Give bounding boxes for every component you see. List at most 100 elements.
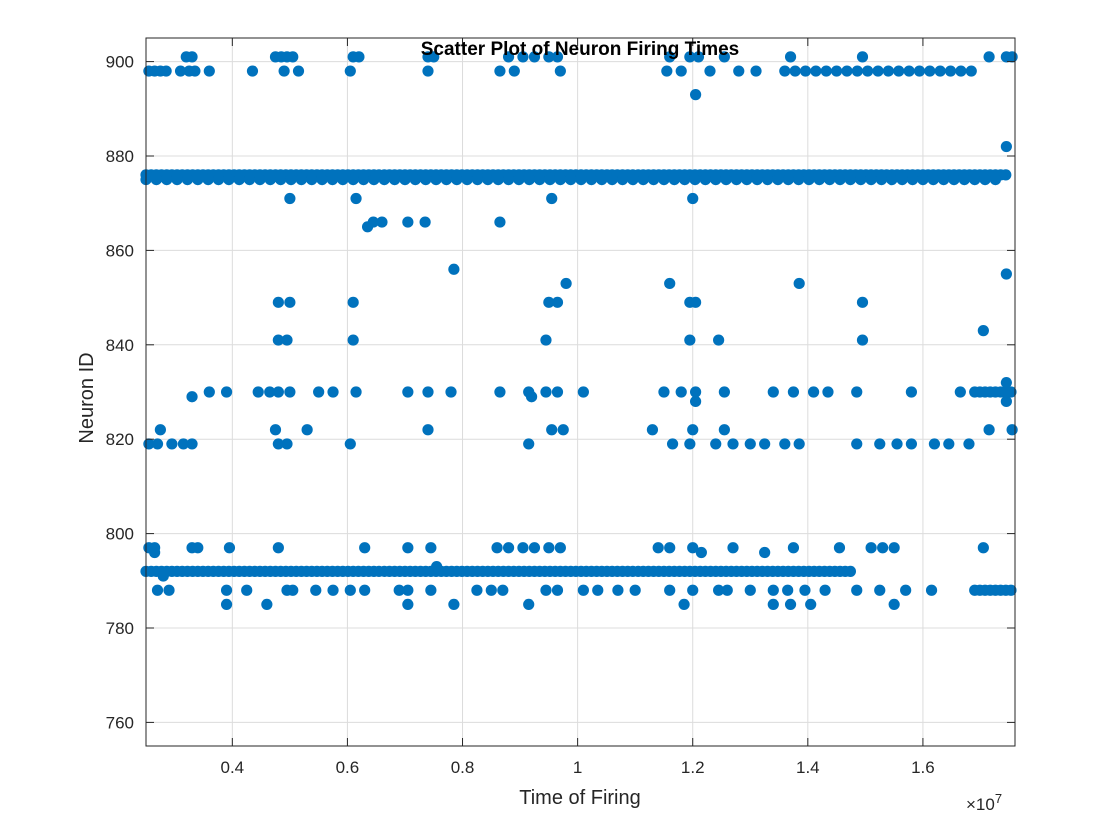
data-point [689,386,702,398]
data-point [287,51,299,63]
data-point [965,65,977,77]
data-point [664,542,676,554]
data-point [261,598,273,611]
data-point [903,65,915,77]
data-point [419,216,431,228]
plot-frame [145,37,1016,747]
data-point [546,192,558,205]
data-point [151,584,164,596]
data-point [813,174,825,186]
data-point [272,386,284,398]
data-point [905,386,918,398]
data-point [161,174,173,186]
data-point [1005,584,1017,596]
data-point [546,424,558,436]
x-tick-label: 1 [573,758,582,777]
data-point [767,584,779,596]
data-point [192,174,204,186]
data-point [1000,395,1012,408]
data-point [779,438,791,450]
data-point [596,174,608,186]
data-point [327,386,339,398]
data-point [819,584,831,596]
data-point [830,65,843,77]
data-point [761,174,774,186]
x-tick-label: 0.8 [451,758,475,777]
data-point [750,65,762,77]
data-point [428,51,440,63]
data-point [664,51,676,63]
data-point [402,584,414,596]
data-point [927,174,939,186]
data-point [989,174,1002,186]
data-point [543,542,555,554]
data-point [202,174,214,186]
data-point [900,584,912,596]
axis-ticks [146,38,1015,746]
data-point [983,424,995,436]
data-point [327,584,339,596]
data-point [252,386,264,398]
data-point [718,386,730,398]
data-point [856,51,869,63]
data-point [612,584,624,596]
data-point [284,192,296,205]
data-point [272,438,284,450]
data-point [223,174,235,186]
data-point [551,584,564,596]
data-point [675,65,687,77]
data-point [713,584,725,596]
data-point [292,65,305,77]
data-point [306,174,318,186]
data-point [1000,376,1012,389]
data-point [295,174,307,186]
data-point [540,584,552,596]
data-point [924,65,936,77]
data-point [272,334,284,346]
data-point [174,65,187,77]
data-point [692,51,705,63]
data-point [203,386,215,398]
data-point [759,438,771,450]
data-point [646,424,659,436]
data-point [592,584,604,596]
data-point [310,584,322,596]
data-point [402,386,414,398]
data-point [730,174,743,186]
x-tick-label: 0.4 [221,758,245,777]
data-point [554,174,566,186]
data-point [269,424,282,436]
data-point [402,216,414,228]
data-point [347,334,359,346]
data-point [420,174,432,186]
data-point [963,438,975,450]
data-point [440,174,453,186]
data-point [316,174,328,186]
data-point [851,386,863,398]
data-point [422,65,434,77]
data-point [689,89,702,101]
data-point [661,65,673,77]
data-point [784,598,797,611]
data-point [658,174,670,186]
data-point [767,598,779,611]
data-point [782,584,794,596]
data-point [888,598,900,611]
data-point [687,584,699,596]
data-point [744,438,756,450]
data-point [272,542,284,554]
data-point [528,51,541,63]
data-point [422,424,434,436]
data-point [177,438,190,450]
y-tick-label: 860 [106,241,134,260]
data-point [502,542,515,554]
data-point [192,542,204,554]
data-point [841,65,853,77]
data-point [203,65,215,77]
data-point [471,174,484,186]
data-point [720,174,732,186]
data-point [699,174,711,186]
data-point [278,65,290,77]
y-tick-label: 800 [106,525,134,544]
data-point [534,174,546,186]
